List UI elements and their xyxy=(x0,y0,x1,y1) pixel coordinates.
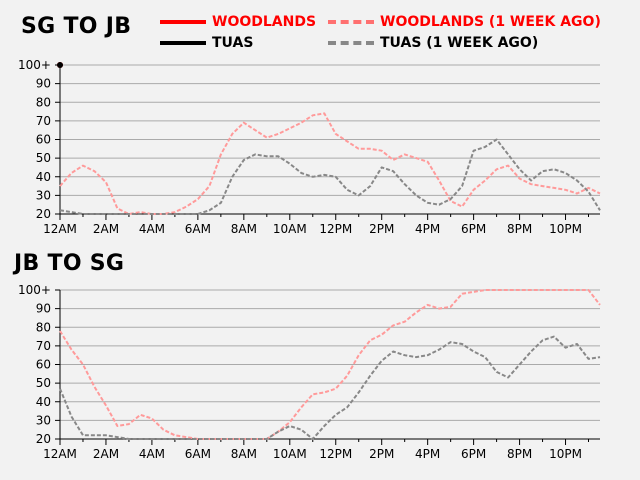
x-tick-label: 4PM xyxy=(415,447,440,461)
x-tick-label: 2AM xyxy=(93,447,119,461)
legend-label-tuas: TUAS xyxy=(212,35,254,51)
y-tick-label: 70 xyxy=(36,114,51,128)
x-tick-label: 4AM xyxy=(139,447,165,461)
y-tick-label: 30 xyxy=(36,188,51,202)
y-tick-label: 50 xyxy=(36,376,51,390)
chart-title-jb-to-sg: JB TO SG xyxy=(14,251,125,276)
x-tick-label: 6PM xyxy=(461,447,486,461)
series-woodlands-1-week-ago-line xyxy=(59,289,601,440)
x-tick-label: 12PM xyxy=(319,222,352,236)
x-tick-label: 6PM xyxy=(461,222,486,236)
y-tick-label: 80 xyxy=(36,95,51,109)
x-tick-label: 12AM xyxy=(43,447,77,461)
y-tick-label: 60 xyxy=(36,133,51,147)
x-tick-label: 10PM xyxy=(549,447,582,461)
y-tick-label: 60 xyxy=(36,358,51,372)
y-tick-label: 40 xyxy=(36,395,51,409)
y-tick-label: 20 xyxy=(36,207,51,221)
x-tick-label: 4AM xyxy=(139,222,165,236)
x-tick-label: 8AM xyxy=(231,222,257,236)
legend-label-woodlands-1-week-ago: WOODLANDS (1 WEEK AGO) xyxy=(380,14,601,30)
x-tick-label: 6AM xyxy=(185,447,211,461)
x-tick-label: 2AM xyxy=(93,222,119,236)
x-tick-label: 2PM xyxy=(369,222,394,236)
x-tick-label: 2PM xyxy=(369,447,394,461)
chart-sg-to-jb: 20 30 40 50 60 70 80 90 100+ 12AM 2AM 4AM 6AM 8AM 10AM… xyxy=(18,58,601,236)
legend-item-tuas-1-week-ago: TUAS (1 WEEK AGO) xyxy=(328,35,538,51)
legend-label-woodlands: WOODLANDS xyxy=(212,14,317,30)
y-tick-label: 50 xyxy=(36,151,51,165)
x-tick-label: 10AM xyxy=(273,447,307,461)
x-tick-label: 8AM xyxy=(231,447,257,461)
legend-label-tuas-1-week-ago: TUAS (1 WEEK AGO) xyxy=(380,35,539,51)
legend: WOODLANDS WOODLANDS (1 WEEK AGO) TUAS TU… xyxy=(160,14,640,54)
legend-swatch-woodlands xyxy=(160,20,206,24)
chart-title-sg-to-jb: SG TO JB xyxy=(21,14,132,39)
x-tick-label: 12PM xyxy=(319,447,352,461)
x-tick-label: 10AM xyxy=(273,222,307,236)
y-tick-label: 20 xyxy=(36,432,51,446)
series-woodlands-1-week-ago-line xyxy=(59,112,601,215)
y-tick-label: 30 xyxy=(36,413,51,427)
legend-item-tuas: TUAS xyxy=(160,35,253,51)
y-tick-label: 80 xyxy=(36,320,51,334)
legend-swatch-tuas-1-week-ago xyxy=(328,41,374,45)
x-tick-label: 10PM xyxy=(549,222,582,236)
x-tick-label: 8PM xyxy=(507,447,532,461)
y-tick-label: 90 xyxy=(36,77,51,91)
y-tick-label: 100+ xyxy=(18,283,51,297)
x-tick-label: 12AM xyxy=(43,222,77,236)
y-tick-label: 70 xyxy=(36,339,51,353)
chart-jb-to-sg: 20 30 40 50 60 70 80 90 100+ 12AM 2AM 4AM 6AM 8AM 10AM… xyxy=(18,283,601,461)
series-tuas-1-week-ago-line xyxy=(59,138,601,215)
x-tick-label: 4PM xyxy=(415,222,440,236)
y-tick-label: 100+ xyxy=(18,58,51,72)
series-tuas-point xyxy=(57,62,63,68)
legend-item-woodlands: WOODLANDS xyxy=(160,14,316,30)
legend-item-woodlands-1-week-ago: WOODLANDS (1 WEEK AGO) xyxy=(328,14,601,30)
legend-swatch-tuas xyxy=(160,41,206,45)
x-tick-label: 8PM xyxy=(507,222,532,236)
series-tuas-1-week-ago-line xyxy=(59,335,601,440)
y-tick-label: 40 xyxy=(36,170,51,184)
legend-swatch-woodlands-1-week-ago xyxy=(328,20,374,24)
x-tick-label: 6AM xyxy=(185,222,211,236)
y-tick-label: 90 xyxy=(36,302,51,316)
